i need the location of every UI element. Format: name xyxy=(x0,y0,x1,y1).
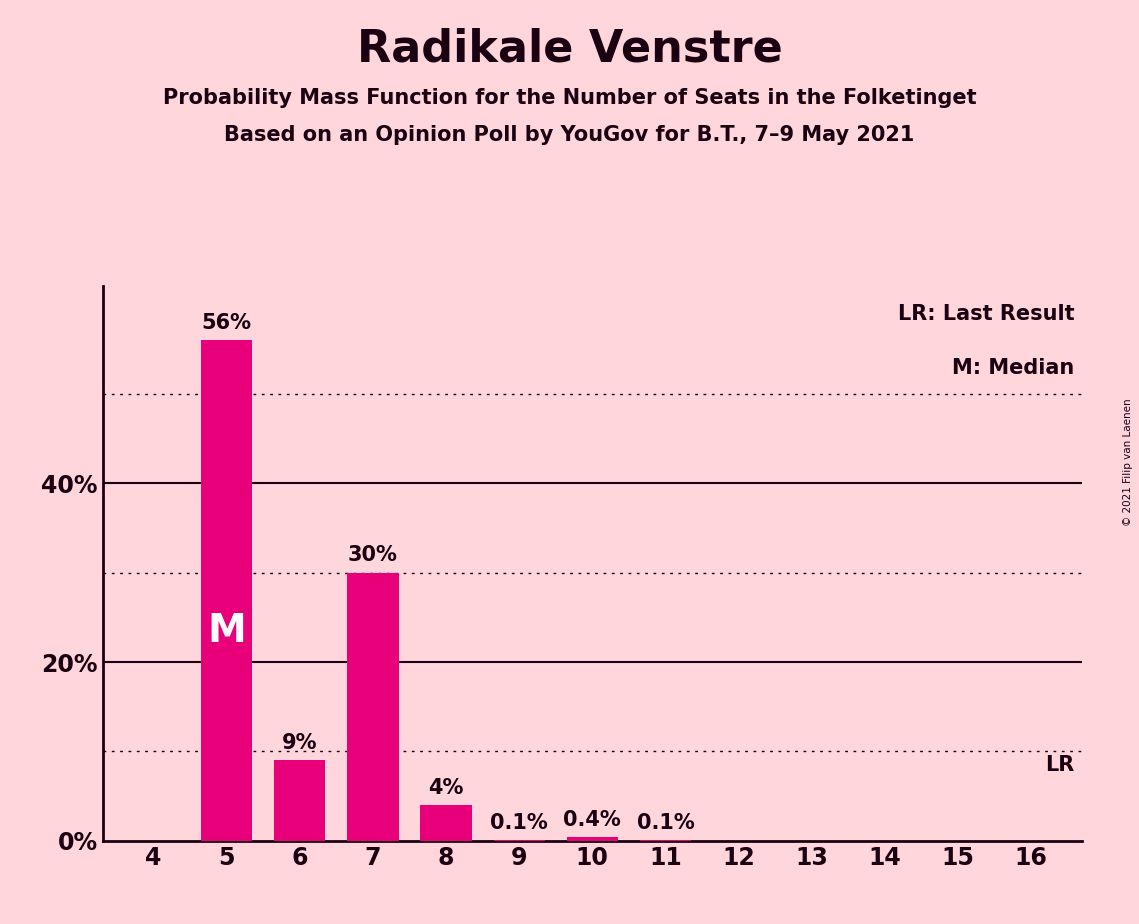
Bar xyxy=(420,805,472,841)
Bar xyxy=(202,340,253,841)
Text: 0.1%: 0.1% xyxy=(637,813,695,833)
Text: Radikale Venstre: Radikale Venstre xyxy=(357,28,782,71)
Text: M: M xyxy=(207,612,246,650)
Text: © 2021 Filip van Laenen: © 2021 Filip van Laenen xyxy=(1123,398,1133,526)
Text: Probability Mass Function for the Number of Seats in the Folketinget: Probability Mass Function for the Number… xyxy=(163,88,976,108)
Text: LR: LR xyxy=(1046,755,1075,775)
Text: 56%: 56% xyxy=(202,313,252,333)
Text: 30%: 30% xyxy=(349,545,398,565)
Text: 0.4%: 0.4% xyxy=(564,810,621,830)
Bar xyxy=(347,573,399,841)
Text: Based on an Opinion Poll by YouGov for B.T., 7–9 May 2021: Based on an Opinion Poll by YouGov for B… xyxy=(224,125,915,145)
Text: M: Median: M: Median xyxy=(952,358,1075,378)
Bar xyxy=(567,837,617,841)
Text: 4%: 4% xyxy=(428,778,464,798)
Text: 0.1%: 0.1% xyxy=(490,813,548,833)
Text: LR: Last Result: LR: Last Result xyxy=(899,304,1075,324)
Text: 9%: 9% xyxy=(282,734,318,753)
Bar xyxy=(274,760,326,841)
